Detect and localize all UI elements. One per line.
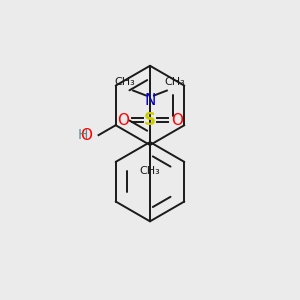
Text: CH₃: CH₃ <box>164 76 185 87</box>
Text: H: H <box>77 128 88 142</box>
Text: S: S <box>144 111 156 129</box>
Text: O: O <box>117 113 129 128</box>
Text: CH₃: CH₃ <box>140 166 160 176</box>
Text: CH₃: CH₃ <box>115 76 136 87</box>
Text: O: O <box>171 113 183 128</box>
Text: N: N <box>144 93 156 108</box>
Text: O: O <box>81 128 93 142</box>
